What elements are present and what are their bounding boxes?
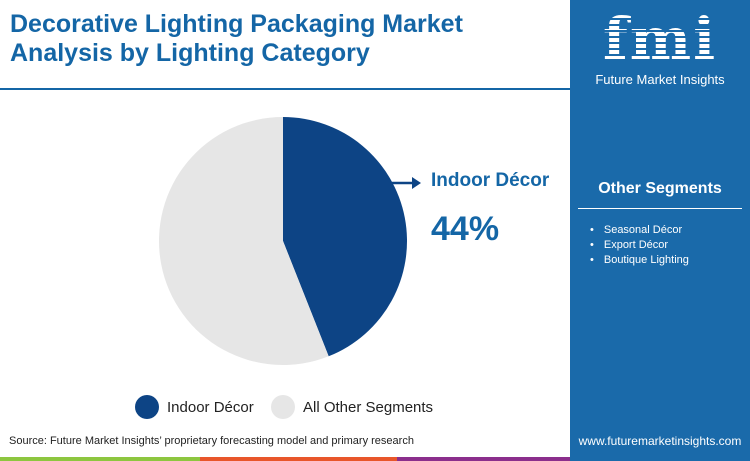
website-link[interactable]: www.futuremarketinsights.com [578,434,742,448]
list-item: Export Décor [590,238,689,253]
brand-name: Future Market Insights [595,72,725,87]
pie-chart [159,117,421,365]
legend-label: Indoor Décor [167,398,254,416]
list-item: Seasonal Décor [590,223,689,238]
other-segments-list: Seasonal Décor Export Décor Boutique Lig… [590,223,689,268]
list-item: Boutique Lighting [590,253,689,268]
pie-slice-all-other-segments [159,117,329,365]
legend-swatch [135,395,159,419]
footer-bar-purple [397,457,570,461]
chart-title: Decorative Lighting Packaging Market Ana… [10,10,463,67]
title-divider [0,88,570,90]
footer-bar-orange [200,457,397,461]
legend-item-other: All Other Segments [271,395,433,419]
callout-label: Indoor Décor [431,170,550,191]
other-segments-heading: Other Segments [598,180,722,197]
callout-arrow-icon [392,177,421,189]
divider [578,208,742,209]
sidebar: fmi Future Market Insights Other Segment… [570,0,750,461]
callout-value: 44% [431,210,500,248]
pie-slice-indoor-d-cor [283,117,408,357]
legend-swatch [271,395,295,419]
legend-item-indoor: Indoor Décor [135,395,254,419]
legend-label: All Other Segments [303,398,434,416]
fmi-logo: fmi Future Market Insights [570,8,750,87]
source-note: Source: Future Market Insights’ propriet… [9,435,414,447]
footer-bar-green [0,457,200,461]
